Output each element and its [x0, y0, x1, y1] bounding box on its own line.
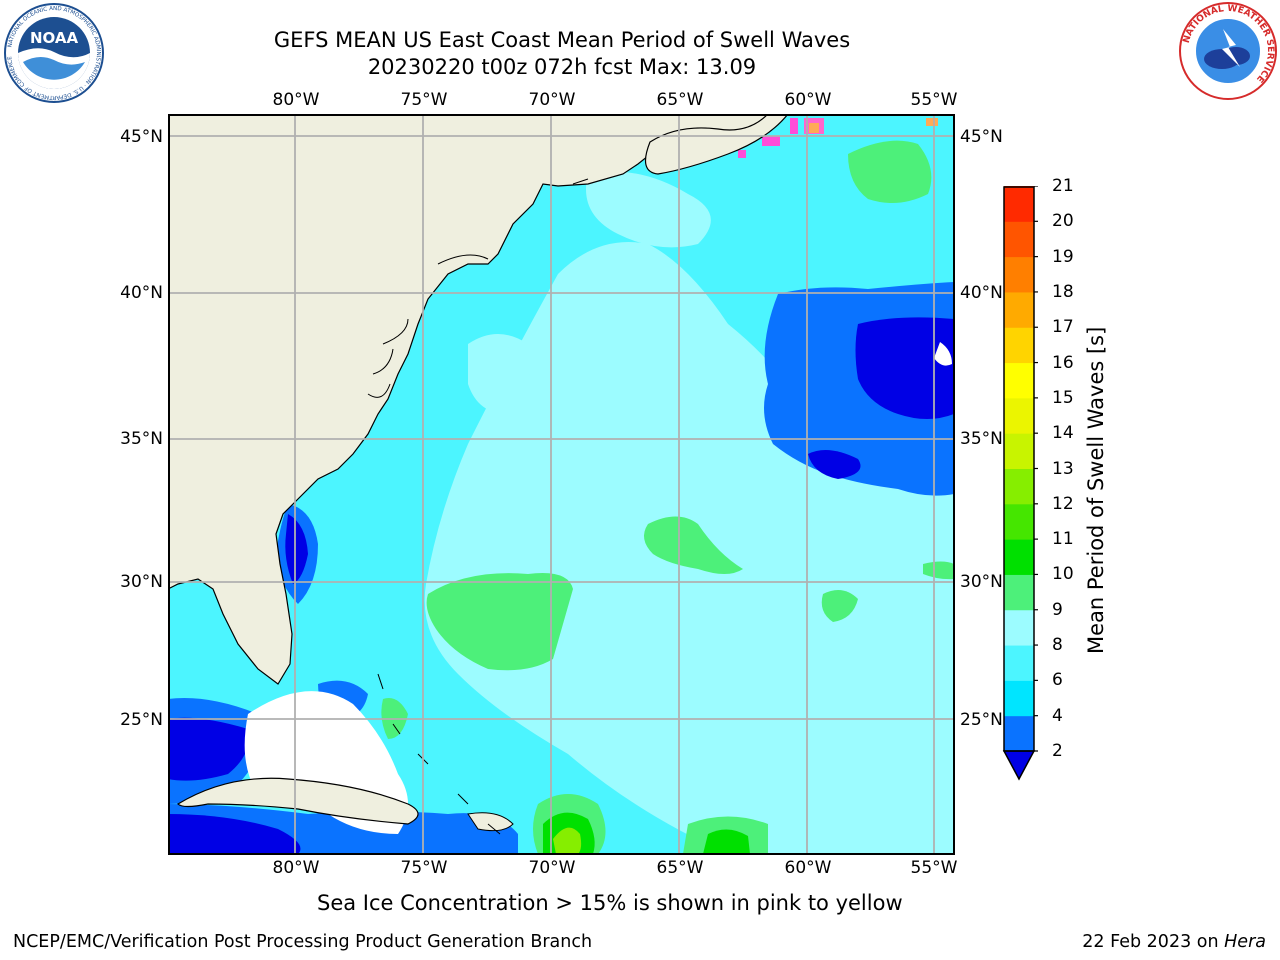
- colorbar-tick-label: 13: [1052, 458, 1074, 479]
- lon-label-top: 55°W: [910, 90, 958, 110]
- colorbar-band: [1004, 503, 1034, 540]
- swell-region-9-10: [821, 590, 858, 622]
- lon-label-bottom: 55°W: [910, 858, 958, 878]
- colorbar: [1000, 186, 1038, 786]
- chart-title: GEFS MEAN US East Coast Mean Period of S…: [273, 28, 851, 52]
- colorbar-band: [1004, 715, 1034, 752]
- swell-region-9-10: [923, 561, 954, 580]
- nws-logo: NATIONAL WEATHER SERVICE: [1178, 1, 1278, 101]
- colorbar-tick-label: 2: [1052, 741, 1063, 761]
- colorbar-band: [1004, 433, 1034, 469]
- colorbar-tick-label: 8: [1052, 635, 1063, 656]
- map-panel: [168, 114, 955, 855]
- lat-label-left: 40°N: [120, 283, 163, 303]
- colorbar-tick-label: 19: [1052, 246, 1074, 267]
- swell-region-9-10: [644, 516, 743, 574]
- colorbar-band: [1004, 221, 1034, 258]
- map-svg: [168, 114, 955, 855]
- lat-label-left: 45°N: [120, 127, 163, 147]
- colorbar-tick-label: 9: [1052, 599, 1063, 620]
- colorbar-tick-label: 10: [1052, 564, 1074, 585]
- swell-region-8-9: [468, 334, 531, 414]
- footer-credit: NCEP/EMC/Verification Post Processing Pr…: [13, 932, 593, 952]
- colorbar-band: [1004, 291, 1034, 328]
- lon-label-bottom: 80°W: [272, 858, 320, 878]
- sea-ice-marker: [738, 150, 746, 158]
- colorbar-tick-label: 4: [1052, 705, 1063, 726]
- sea-ice-marker: [926, 118, 938, 126]
- map-gridlines: [168, 114, 954, 854]
- footer-machine-name: Hera: [1224, 932, 1266, 952]
- swell-region-below-2: [808, 450, 861, 479]
- lon-label-bottom: 65°W: [656, 858, 704, 878]
- lat-label-right: 35°N: [960, 429, 1003, 449]
- colorbar-tick-label: 14: [1052, 423, 1074, 444]
- colorbar-tick-label: 21: [1052, 176, 1074, 196]
- colorbar-band: [1004, 468, 1034, 505]
- lat-label-right: 25°N: [960, 710, 1003, 730]
- swell-region-11-12: [553, 827, 582, 854]
- colorbar-band: [1004, 574, 1034, 611]
- lon-label-bottom: 70°W: [528, 858, 576, 878]
- lon-label-top: 60°W: [784, 90, 832, 110]
- lat-label-right: 45°N: [960, 127, 1003, 147]
- colorbar-extend-min: [1002, 750, 1036, 781]
- sea-ice-marker: [790, 118, 798, 134]
- missing-data-area: [934, 342, 952, 366]
- lon-label-top: 65°W: [656, 90, 704, 110]
- noaa-logo: NOAA NATIONAL OCEANIC AND ATMOSPHERIC AD…: [3, 2, 105, 104]
- swell-region-9-10: [426, 573, 573, 671]
- swell-region-below-2: [168, 814, 301, 854]
- colorbar-band: [1004, 645, 1034, 681]
- colorbar-label: Mean Period of Swell Waves [s]: [1084, 326, 1108, 654]
- swell-region-below-2: [285, 514, 308, 584]
- colorbar-band: [1004, 186, 1034, 222]
- swell-region-8-9: [688, 696, 768, 754]
- colorbar-tick-label: 15: [1052, 387, 1074, 408]
- lon-label-top: 70°W: [528, 90, 576, 110]
- lon-label-top: 75°W: [400, 90, 448, 110]
- colorbar-band: [1004, 327, 1034, 364]
- colorbar-band: [1004, 362, 1034, 399]
- sea-ice-marker: [762, 136, 780, 146]
- colorbar-tick-label: 6: [1052, 670, 1063, 691]
- lat-label-right: 30°N: [960, 572, 1003, 592]
- colorbar-tick-label: 16: [1052, 352, 1074, 373]
- colorbar-svg: [1002, 186, 1038, 781]
- swell-region-9-10: [848, 140, 932, 203]
- colorbar-band: [1004, 397, 1034, 434]
- colorbar-band: [1004, 539, 1034, 575]
- colorbar-tick-label: 12: [1052, 493, 1074, 514]
- swell-region-below-2: [168, 717, 249, 781]
- colorbar-band: [1004, 609, 1034, 646]
- colorbar-band: [1004, 256, 1034, 293]
- lat-label-left: 35°N: [120, 429, 163, 449]
- colorbar-tick-label: 17: [1052, 317, 1074, 338]
- swell-region-10-11: [703, 829, 750, 854]
- lon-label-top: 80°W: [272, 90, 320, 110]
- lon-label-bottom: 75°W: [400, 858, 448, 878]
- chart-subtitle: 20230220 t00z 072h fcst Max: 13.09: [367, 55, 757, 79]
- footer-date: 22 Feb 2023 on Hera: [1082, 932, 1266, 952]
- colorbar-tick-label: 18: [1052, 281, 1074, 302]
- footer-date-text: 22 Feb 2023 on: [1082, 932, 1225, 952]
- noaa-logo-text: NOAA: [30, 29, 79, 47]
- colorbar-band: [1004, 680, 1034, 717]
- colorbar-tick-label: 11: [1052, 529, 1074, 550]
- land-islands: [467, 812, 514, 832]
- colorbar-tick-label: 20: [1052, 211, 1074, 232]
- lat-label-right: 40°N: [960, 283, 1003, 303]
- sea-ice-caption: Sea Ice Concentration > 15% is shown in …: [317, 891, 903, 915]
- swell-region-8-9: [848, 600, 954, 674]
- land-nova-scotia: [644, 114, 789, 175]
- lon-label-bottom: 60°W: [784, 858, 832, 878]
- land-cuba: [177, 777, 419, 825]
- lat-label-left: 25°N: [120, 710, 163, 730]
- swell-region-below-2: [855, 317, 954, 419]
- lat-label-left: 30°N: [120, 572, 163, 592]
- sea-ice-marker: [809, 123, 819, 133]
- map-frame: [168, 114, 955, 855]
